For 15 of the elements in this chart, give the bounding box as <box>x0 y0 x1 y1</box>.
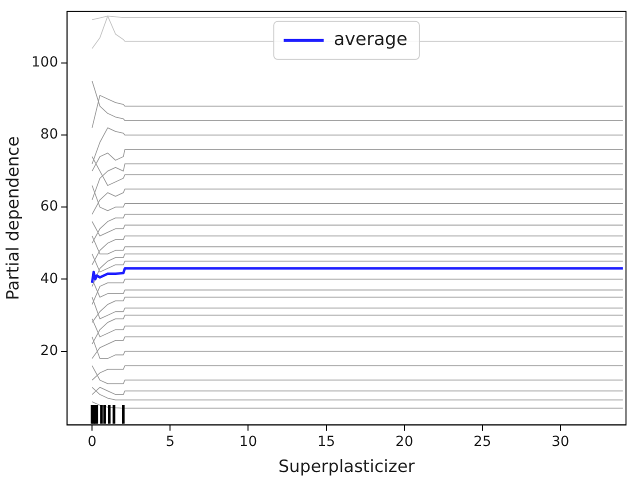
x-tick-label: 10 <box>239 434 258 450</box>
y-tick-label: 100 <box>31 54 58 71</box>
y-tick-label: 80 <box>40 126 58 143</box>
y-axis-title: Partial dependence <box>4 136 24 300</box>
y-tick-label: 20 <box>40 342 58 359</box>
x-tick-label: 0 <box>88 434 97 450</box>
legend-label: average <box>334 29 408 50</box>
y-tick-label: 40 <box>40 270 58 287</box>
x-tick-label: 15 <box>317 434 336 450</box>
x-axis-title: Superplasticizer <box>278 457 415 478</box>
y-tick-label: 60 <box>40 198 58 215</box>
x-tick-label: 20 <box>395 434 414 450</box>
x-tick-label: 5 <box>166 434 175 450</box>
x-tick-label: 30 <box>552 434 570 450</box>
x-tick-label: 25 <box>473 434 492 450</box>
